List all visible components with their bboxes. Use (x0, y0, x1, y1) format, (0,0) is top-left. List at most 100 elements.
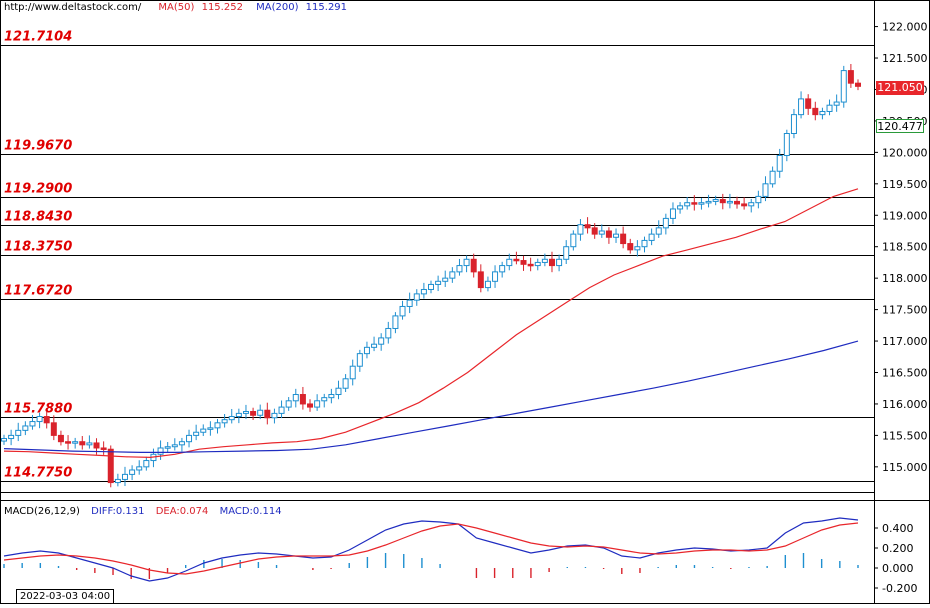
candle-body (548, 258, 555, 267)
price-tick-label: 115.500 (882, 429, 928, 442)
candle-body (477, 271, 484, 289)
candle-body (755, 195, 762, 204)
candle-body (634, 246, 641, 251)
candle-body (605, 230, 612, 238)
candle-body (420, 288, 427, 295)
macd-dea-line (3, 522, 859, 575)
price-tick-label: 118.500 (882, 241, 928, 254)
price-tick-label: 116.500 (882, 367, 928, 380)
candle-body (470, 258, 477, 273)
candle-body (591, 227, 598, 235)
candle-body (598, 230, 605, 235)
candle-body (669, 208, 676, 219)
candle-body (648, 233, 655, 241)
ma200-label: MA(200) (256, 2, 299, 13)
candle-body (193, 431, 200, 436)
candle-body (819, 110, 826, 116)
candle-body (143, 460, 150, 468)
candle-body (271, 412, 278, 419)
candle-body (335, 387, 342, 396)
candle-body (705, 200, 712, 204)
ma200-line (3, 340, 859, 453)
candle-body (748, 202, 755, 207)
candle-body (378, 337, 385, 345)
candle-body (392, 315, 399, 329)
candle-body (677, 205, 684, 210)
candle-body (570, 233, 577, 248)
candle-body (534, 261, 541, 267)
level-label: 115.7880 (4, 402, 72, 417)
macd-tick-label: 0.200 (882, 542, 914, 555)
candle-body (492, 271, 499, 282)
candle-body (613, 233, 620, 238)
candle-body (442, 277, 449, 282)
candle-body (734, 200, 741, 205)
candle-body (242, 410, 249, 414)
price-tick-label: 119.000 (882, 209, 928, 222)
crosshair-date-label: 2022-03-03 04:00 (16, 589, 115, 604)
candle-body (100, 447, 107, 450)
candle-body (292, 394, 299, 402)
macd-diff-line (3, 517, 859, 582)
candle-body (541, 258, 548, 263)
price-tick-label: 118.000 (882, 272, 928, 285)
candle-body (57, 434, 64, 443)
candle-body (385, 327, 392, 339)
candle-body (463, 258, 470, 267)
macd-tick-label: -0.200 (882, 582, 917, 595)
candle-body (22, 425, 29, 431)
candle-body (399, 305, 406, 317)
candle-body (627, 243, 634, 251)
candle-body (805, 98, 812, 109)
candle-body (93, 442, 100, 449)
candle-body (712, 199, 719, 202)
candle-body (186, 434, 193, 443)
candle-body (349, 365, 356, 380)
candle-body (178, 441, 185, 446)
candle-body (798, 98, 805, 116)
price-tick-label: 122.000 (882, 21, 928, 34)
ma50-line (3, 188, 859, 459)
candle-body (449, 271, 456, 279)
candle-body (371, 343, 378, 348)
candle-body (584, 224, 591, 229)
ma50-label: MA(50) (158, 2, 195, 13)
candle-body (833, 101, 840, 106)
candle-body (506, 258, 513, 267)
candle-body (563, 246, 570, 260)
candle-body (157, 447, 164, 455)
candle-body (321, 397, 328, 402)
candle-body (726, 200, 733, 204)
candle-body (264, 409, 271, 419)
candle-body (86, 442, 93, 446)
price-tick-label: 121.500 (882, 52, 928, 65)
candle-body (207, 427, 214, 430)
candle-body (15, 429, 22, 436)
candle-body (43, 416, 50, 424)
candle-body (556, 258, 563, 267)
candle-body (36, 416, 43, 423)
candle-body (655, 227, 662, 235)
candle-body (8, 434, 15, 440)
candle-body (228, 416, 235, 421)
candle-body (65, 441, 72, 444)
level-label: 121.7104 (4, 30, 72, 45)
price-tick-label: 120.000 (882, 146, 928, 159)
macd-diff: DIFF:0.131 (91, 506, 145, 517)
ma50-value: 115.252 (201, 2, 243, 13)
candle-body (641, 239, 648, 248)
candle-body (698, 202, 705, 205)
candle-body (114, 478, 121, 484)
candle-body (812, 107, 819, 116)
macd-value: MACD:0.114 (219, 506, 282, 517)
candle-body (741, 203, 748, 207)
candle-body (285, 400, 292, 408)
candle-body (299, 394, 306, 405)
chart-header: http://www.deltastock.com/ MA(50) 115.25… (4, 2, 347, 13)
candle-body (107, 448, 114, 484)
candle-body (456, 265, 463, 273)
candle-body (684, 202, 691, 207)
level-label: 119.2900 (4, 182, 72, 197)
reference-price-badge: 120.477 (876, 119, 924, 133)
macd-dea: DEA:0.074 (155, 506, 209, 517)
